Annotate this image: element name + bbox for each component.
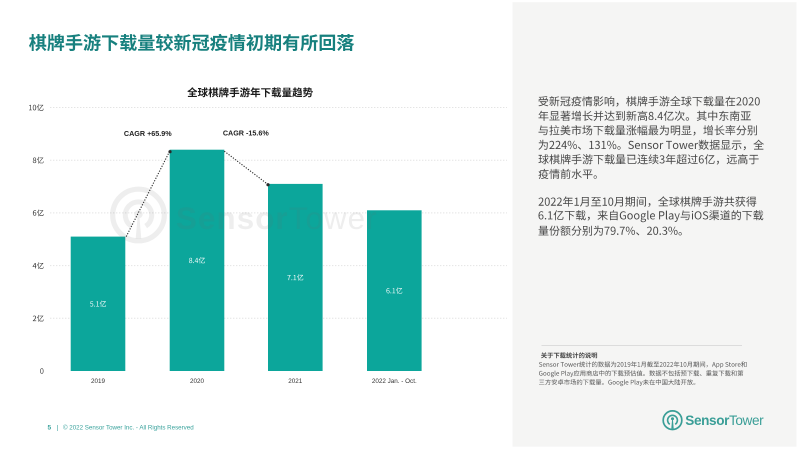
svg-text:CAGR +65.9%: CAGR +65.9%	[124, 129, 172, 138]
svg-text:© 2022 Sensor Tower Inc. - All: © 2022 Sensor Tower Inc. - All Rights Re…	[63, 424, 194, 431]
svg-text:2020: 2020	[190, 378, 205, 385]
svg-text:2021: 2021	[288, 378, 303, 385]
svg-text:2022 Jan. - Oct.: 2022 Jan. - Oct.	[372, 378, 417, 385]
svg-text:2019: 2019	[91, 378, 106, 385]
svg-text:SensorTower: SensorTower	[685, 413, 764, 428]
svg-text:SensorTower: SensorTower	[176, 201, 378, 236]
svg-text:5: 5	[48, 424, 52, 431]
svg-text:CAGR -15.6%: CAGR -15.6%	[223, 129, 270, 138]
svg-text:|: |	[57, 425, 59, 432]
